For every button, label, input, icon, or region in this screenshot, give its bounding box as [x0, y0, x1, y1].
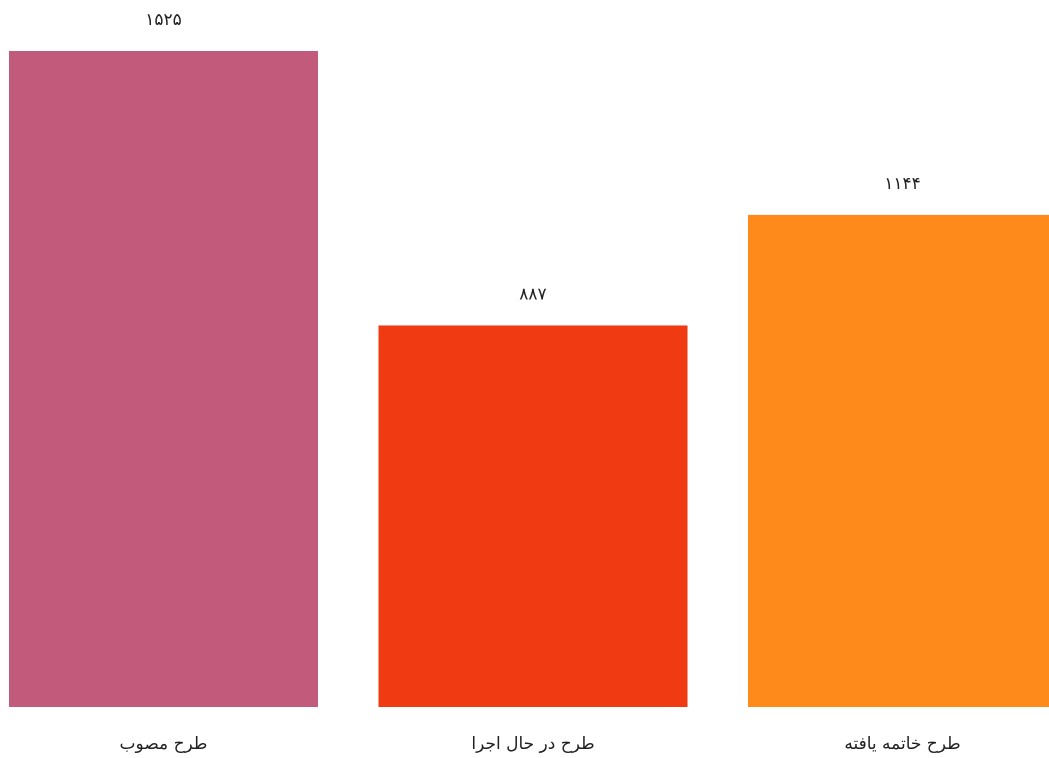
category-label: طرح در حال اجرا: [471, 734, 594, 754]
bar: [9, 51, 318, 707]
value-label: ۱۱۴۴: [884, 174, 921, 194]
bar: [748, 214, 1049, 707]
bar: [378, 325, 688, 707]
category-label: طرح خاتمه یافته: [844, 734, 960, 754]
category-label: طرح مصوب: [120, 734, 208, 754]
value-label: ۸۸۷: [519, 284, 546, 304]
value-label: ۱۵۲۵: [145, 10, 182, 30]
